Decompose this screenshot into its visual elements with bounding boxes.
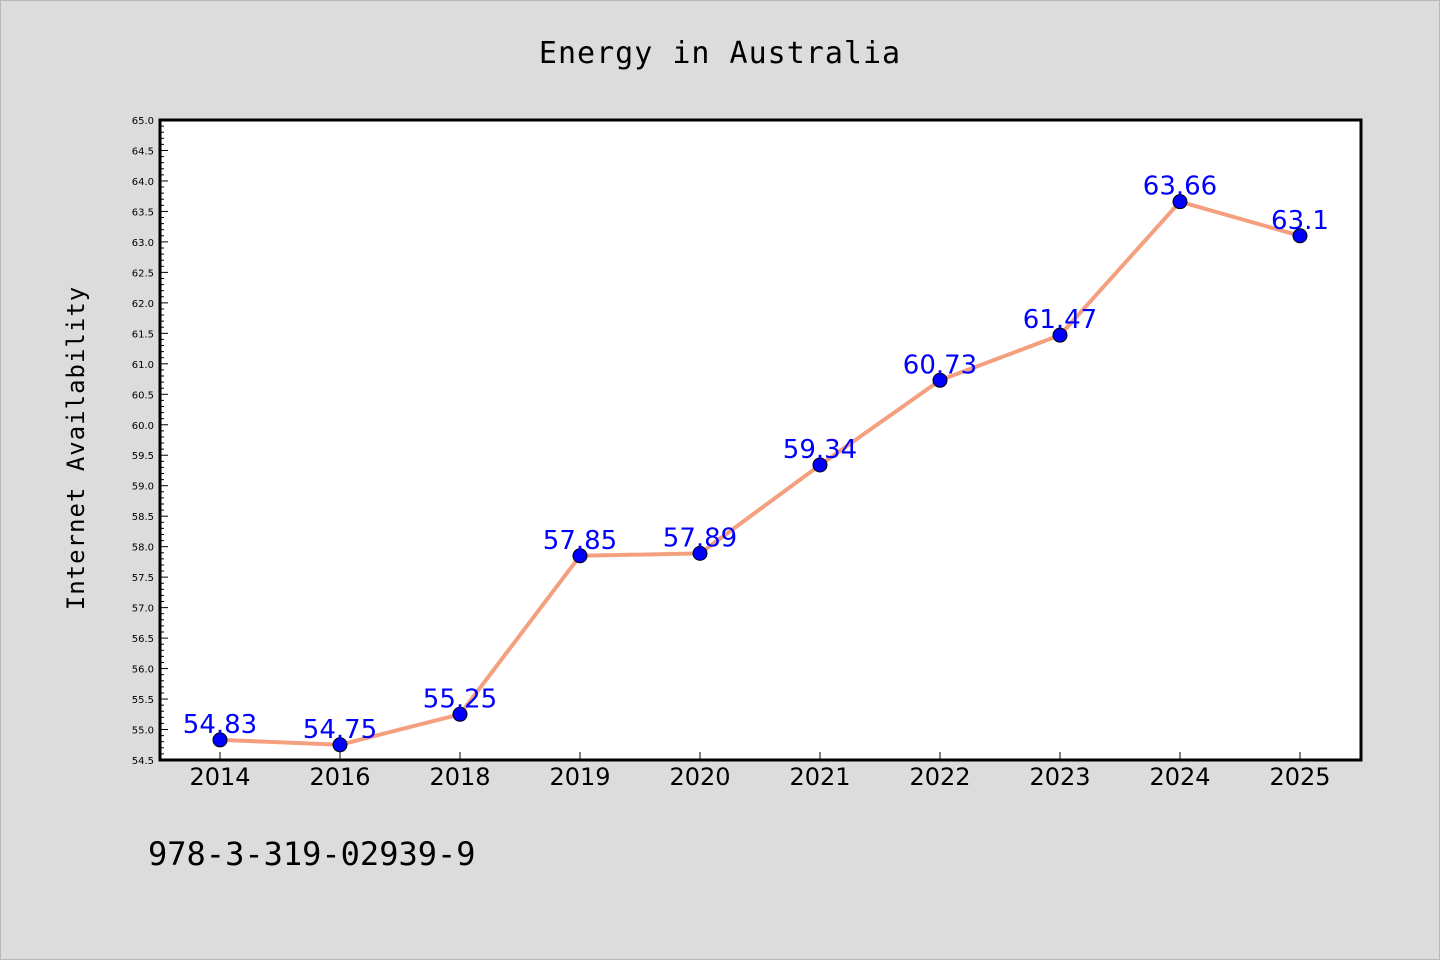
y-tick-label: 62.5: [132, 268, 154, 279]
y-axis: 54.5 55.0 55.5 56.0 56.5 57.0 57.5 58.0 58.5 59.0…: [132, 116, 168, 767]
plot-area: [158, 118, 1363, 762]
x-axis: 2014 2016 2018 2019 2020 2021 2022 2023 2024 2025: [189, 752, 1331, 791]
y-tick-label: 60.0: [132, 421, 154, 432]
y-tick-label: 62.0: [132, 299, 154, 310]
data-point: [1052, 327, 1068, 343]
data-label: 57.85: [543, 526, 617, 556]
x-tick-label: 2014: [189, 763, 250, 791]
y-tick-label: 58.5: [132, 512, 154, 523]
y-tick-label: 59.5: [132, 451, 154, 462]
x-tick-label: 2022: [909, 763, 970, 791]
x-tick-label: 2021: [789, 763, 850, 791]
data-label: 59.34: [783, 435, 857, 465]
y-tick-label: 61.0: [132, 360, 154, 371]
y-tick-label: 61.5: [132, 329, 154, 340]
footer-code: 978-3-319-02939-9: [148, 835, 476, 873]
data-point: [332, 737, 348, 753]
x-tick-label: 2018: [429, 763, 490, 791]
data-point: [1292, 228, 1308, 244]
series-line: [218, 199, 1302, 747]
y-tick-label: 55.0: [132, 726, 154, 737]
data-label: 54.75: [303, 715, 377, 745]
data-point: [212, 732, 228, 748]
x-tick-label: 2020: [669, 763, 730, 791]
series-group: [212, 194, 1308, 753]
y-tick-label: 63.0: [132, 238, 154, 249]
y-tick-label: 57.0: [132, 604, 154, 615]
y-tick-label: 57.5: [132, 573, 154, 584]
data-label: 54.83: [183, 710, 257, 740]
y-tick-label: 60.5: [132, 390, 154, 401]
y-tick-label: 56.5: [132, 634, 154, 645]
data-point: [812, 457, 828, 473]
y-tick-label: 55.5: [132, 695, 154, 706]
data-point: [692, 545, 708, 561]
data-label-group: 54.83 54.75 55.25 57.85 57.89 59.34 60.73 61.47…: [183, 172, 1329, 745]
y-tick-label: 56.0: [132, 665, 154, 676]
y-tick-label: 59.0: [132, 482, 154, 493]
data-point: [572, 548, 588, 564]
x-tick-label: 2016: [309, 763, 370, 791]
y-tick-label: 64.0: [132, 177, 154, 188]
data-label: 55.25: [423, 684, 497, 714]
x-tick-label: 2025: [1269, 763, 1330, 791]
y-tick-label: 54.5: [132, 756, 154, 767]
y-tick-label: 64.5: [132, 146, 154, 157]
y-tick-label: 63.5: [132, 207, 154, 218]
data-label: 61.47: [1023, 305, 1097, 335]
y-axis-label: Internet Availability: [62, 286, 90, 610]
data-label: 63.66: [1143, 172, 1217, 202]
chart-title: Energy in Australia: [539, 36, 901, 71]
data-point: [932, 372, 948, 388]
y-tick-label: 58.0: [132, 543, 154, 554]
x-tick-label: 2019: [549, 763, 610, 791]
x-tick-label: 2023: [1029, 763, 1090, 791]
data-label: 63.1: [1271, 206, 1329, 236]
data-point: [1172, 194, 1188, 210]
x-tick-label: 2024: [1149, 763, 1210, 791]
data-point: [452, 706, 468, 722]
data-label: 57.89: [663, 523, 737, 553]
data-label: 60.73: [903, 350, 977, 380]
y-tick-label: 65.0: [132, 116, 154, 127]
